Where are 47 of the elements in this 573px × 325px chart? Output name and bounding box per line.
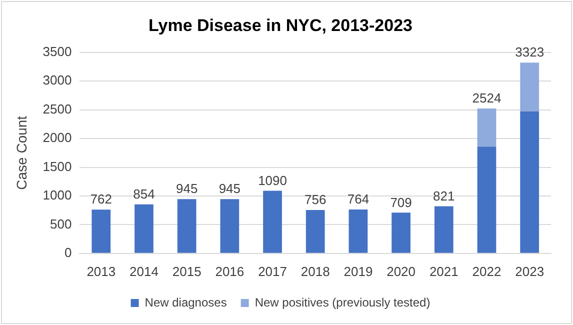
y-tick-label: 0 — [64, 244, 72, 260]
total-label: 762 — [90, 192, 112, 207]
bar — [348, 210, 368, 253]
total-label: 764 — [347, 192, 370, 207]
y-tick-label: 2500 — [42, 101, 72, 116]
x-tick-label: 2013 — [86, 264, 116, 279]
bar — [477, 146, 496, 253]
total-label: 756 — [304, 192, 326, 208]
y-tick-label: 1000 — [42, 188, 72, 203]
x-tick-label: 2014 — [130, 264, 158, 279]
bar — [434, 206, 454, 253]
x-tick-label: 2018 — [300, 264, 330, 279]
bar — [520, 112, 540, 253]
y-axis-title: Case Count — [13, 116, 30, 190]
bar — [134, 204, 154, 253]
bar — [477, 108, 496, 147]
x-tick-label: 2016 — [215, 264, 244, 279]
total-label: 821 — [433, 188, 455, 204]
y-tick-label: 3500 — [42, 44, 72, 59]
legend-label: New positives (previously tested) — [254, 295, 430, 310]
total-label: 2524 — [472, 90, 502, 106]
total-label: 945 — [176, 181, 198, 196]
total-label: 709 — [390, 194, 412, 210]
bar — [306, 210, 325, 253]
total-label: 3323 — [515, 44, 544, 60]
x-tick-label: 2015 — [172, 264, 202, 279]
x-tick-label: 2023 — [515, 264, 544, 279]
chart-title: Lyme Disease in NYC, 2013-2023 — [148, 16, 412, 35]
bar — [392, 212, 410, 253]
bar — [177, 199, 196, 253]
y-tick-label: 2000 — [42, 130, 72, 146]
bar — [263, 190, 282, 253]
bar — [92, 210, 111, 253]
x-tick-label: 2017 — [258, 264, 287, 279]
legend-label: New diagnoses — [144, 295, 227, 310]
total-label: 1090 — [258, 172, 287, 188]
bar — [220, 199, 240, 253]
y-tick-label: 500 — [50, 216, 72, 232]
bar — [520, 62, 540, 112]
y-tick-label: 1500 — [42, 158, 72, 174]
x-tick-label: 2019 — [344, 264, 373, 279]
x-tick-label: 2021 — [429, 264, 458, 279]
total-label: 945 — [218, 181, 241, 196]
total-label: 854 — [133, 186, 155, 202]
y-tick-label: 3000 — [42, 72, 72, 88]
x-tick-label: 2022 — [472, 264, 502, 279]
x-tick-label: 2020 — [386, 264, 416, 279]
